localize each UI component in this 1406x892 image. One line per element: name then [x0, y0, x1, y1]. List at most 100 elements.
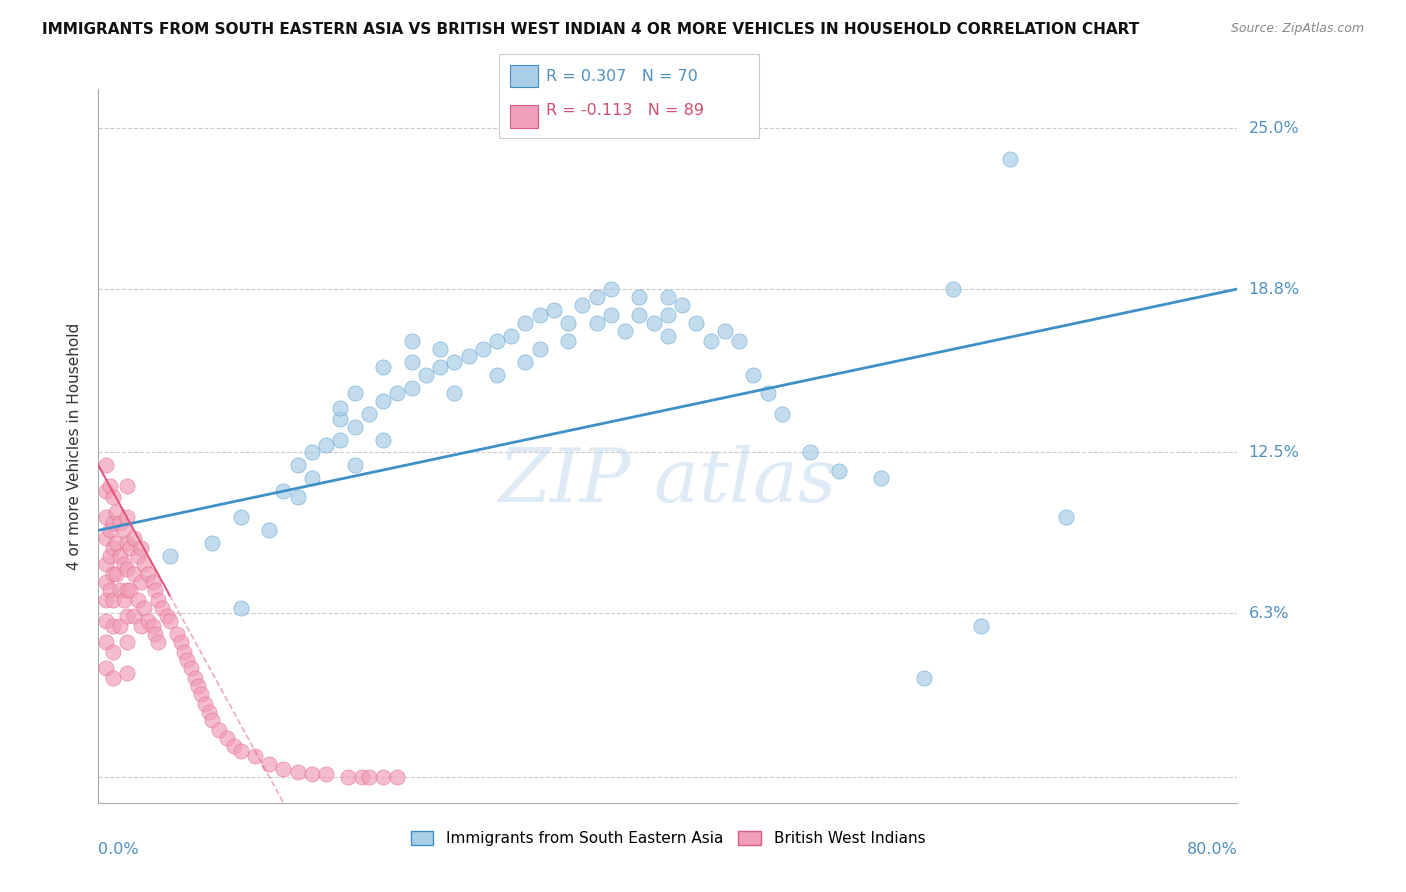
Point [108, 582, 131, 597]
Point [287, 490, 309, 504]
Point [108, 619, 131, 633]
Point [628, 308, 651, 322]
Point [336, 770, 359, 784]
Point [429, 359, 451, 374]
Point [112, 593, 135, 607]
Point [714, 324, 737, 338]
Point [94, 614, 117, 628]
Point [94, 593, 117, 607]
Point [94, 458, 117, 473]
Point [141, 575, 163, 590]
Point [315, 438, 337, 452]
Point [998, 153, 1021, 167]
Point [112, 524, 135, 538]
Point [557, 316, 579, 330]
Point [557, 334, 579, 348]
Point [1056, 510, 1078, 524]
Point [122, 567, 145, 582]
Y-axis label: 4 or more Vehicles in Household: 4 or more Vehicles in Household [67, 322, 83, 570]
Point [104, 536, 127, 550]
Point [184, 671, 207, 685]
Point [343, 458, 366, 473]
Point [970, 619, 993, 633]
Point [357, 407, 380, 421]
Point [301, 445, 323, 459]
Text: IMMIGRANTS FROM SOUTH EASTERN ASIA VS BRITISH WEST INDIAN 4 OR MORE VEHICLES IN : IMMIGRANTS FROM SOUTH EASTERN ASIA VS BR… [42, 22, 1139, 37]
Point [101, 567, 124, 582]
Point [176, 653, 198, 667]
Point [350, 770, 373, 784]
Point [94, 557, 117, 571]
Point [180, 661, 202, 675]
Point [301, 767, 323, 781]
Point [94, 661, 117, 675]
Point [429, 342, 451, 356]
Point [387, 385, 409, 400]
Point [912, 671, 935, 685]
Point [742, 368, 765, 382]
Point [343, 419, 366, 434]
Point [373, 433, 395, 447]
Point [259, 524, 281, 538]
Point [685, 316, 707, 330]
Point [515, 354, 537, 368]
Point [145, 582, 167, 597]
Point [190, 687, 212, 701]
Point [273, 484, 295, 499]
Point [98, 479, 121, 493]
Point [600, 282, 623, 296]
Point [198, 705, 221, 719]
Point [148, 635, 170, 649]
Text: 0.0%: 0.0% [98, 842, 139, 856]
Text: 6.3%: 6.3% [1249, 606, 1289, 621]
Point [112, 557, 135, 571]
Point [585, 316, 607, 330]
Point [329, 433, 352, 447]
Point [115, 536, 138, 550]
Text: 25.0%: 25.0% [1249, 120, 1299, 136]
Point [136, 614, 159, 628]
Point [529, 342, 551, 356]
Point [118, 541, 141, 556]
Point [94, 575, 117, 590]
Legend: Immigrants from South Eastern Asia, British West Indians: Immigrants from South Eastern Asia, Brit… [405, 824, 931, 852]
Point [173, 645, 195, 659]
Point [486, 334, 509, 348]
Point [229, 510, 252, 524]
Point [543, 302, 565, 317]
Point [628, 290, 651, 304]
Point [357, 770, 380, 784]
Point [115, 609, 138, 624]
Text: ZIP atlas: ZIP atlas [499, 445, 837, 518]
Point [343, 385, 366, 400]
Text: 18.8%: 18.8% [1249, 282, 1299, 296]
Point [201, 713, 224, 727]
Point [215, 731, 238, 745]
Text: Source: ZipAtlas.com: Source: ZipAtlas.com [1230, 22, 1364, 36]
Point [104, 505, 127, 519]
Point [501, 328, 523, 343]
Point [127, 549, 149, 564]
Point [156, 609, 179, 624]
Point [756, 385, 779, 400]
Point [132, 557, 155, 571]
Point [770, 407, 793, 421]
Point [104, 567, 127, 582]
Point [373, 770, 395, 784]
Point [145, 627, 167, 641]
Point [159, 549, 181, 564]
Point [127, 593, 149, 607]
Point [115, 562, 138, 576]
Point [671, 297, 693, 311]
Point [136, 567, 159, 582]
Point [101, 516, 124, 530]
Point [118, 582, 141, 597]
Point [329, 411, 352, 425]
Point [942, 282, 965, 296]
Point [259, 756, 281, 771]
Point [287, 458, 309, 473]
Text: 12.5%: 12.5% [1249, 445, 1299, 460]
Point [115, 510, 138, 524]
Point [415, 368, 437, 382]
Point [159, 614, 181, 628]
